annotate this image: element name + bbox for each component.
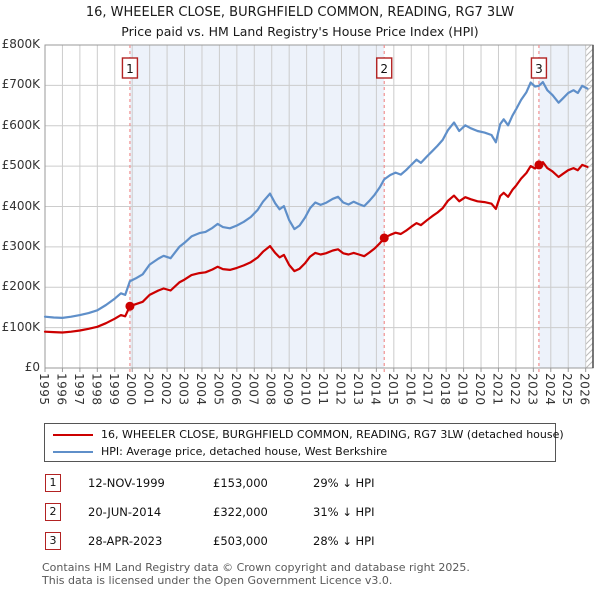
y-axis-label: £700K [1, 77, 40, 92]
x-axis-label: 2017 [420, 373, 435, 406]
chart-title: 16, WHEELER CLOSE, BURGHFIELD COMMON, RE… [85, 5, 515, 20]
y-axis-label: £800K [1, 37, 40, 51]
legend-entry-hpi: HPI: Average price, detached house, West… [45, 443, 555, 461]
y-axis-label: £200K [1, 279, 40, 294]
x-axis-label: 2013 [350, 373, 365, 406]
copyright-line: Contains HM Land Registry data © Crown c… [42, 561, 470, 574]
transaction-number-badge: 2 [45, 503, 61, 521]
y-axis-label: £500K [1, 158, 40, 173]
x-axis-label: 2024 [542, 373, 557, 406]
sale-marker-number: 3 [535, 62, 543, 76]
x-axis-label: 2015 [385, 373, 400, 406]
transaction-hpi-diff: 28% ↓ HPI [313, 534, 375, 548]
x-axis-label: 2014 [368, 373, 383, 406]
x-axis-label: 1997 [71, 373, 86, 406]
sale-marker-number: 1 [126, 62, 134, 76]
sale-marker-dot-3[interactable] [534, 160, 544, 170]
sale-marker-dot-2[interactable] [379, 233, 389, 243]
transaction-date: 28-APR-2023 [88, 534, 163, 548]
transaction-number-badge: 3 [45, 532, 61, 550]
x-axis-label: 2020 [473, 373, 488, 406]
x-axis-label: 2022 [507, 373, 522, 406]
x-axis-label: 1995 [37, 373, 51, 406]
legend-box: 16, WHEELER CLOSE, BURGHFIELD COMMON, RE… [44, 423, 564, 462]
transaction-price: £322,000 [213, 505, 268, 519]
x-axis-label: 2023 [525, 373, 540, 406]
x-axis-label: 2003 [176, 373, 191, 406]
hpi-line-swatch [53, 451, 93, 453]
licence-line: This data is licensed under the Open Gov… [42, 574, 393, 587]
transaction-price: £153,000 [213, 476, 268, 490]
x-axis-label: 2025 [560, 373, 575, 406]
transaction-row: 2 20-JUN-2014 £322,000 31% ↓ HPI [0, 503, 600, 523]
x-axis-label: 2019 [455, 373, 470, 406]
transaction-date: 12-NOV-1999 [88, 476, 165, 490]
y-axis-label: £400K [1, 198, 40, 213]
legend-entry-price-paid: 16, WHEELER CLOSE, BURGHFIELD COMMON, RE… [45, 426, 564, 444]
transaction-price: £503,000 [213, 534, 268, 548]
hpi-line [43, 80, 589, 319]
x-axis-label: 2016 [403, 373, 418, 406]
sale-marker-box-1[interactable] [121, 57, 139, 79]
sale-marker-number: 2 [380, 62, 388, 76]
sale-marker-box-2[interactable] [376, 57, 393, 79]
transaction-hpi-diff: 29% ↓ HPI [313, 476, 375, 490]
x-axis-label: 2002 [159, 373, 174, 406]
transaction-row: 1 12-NOV-1999 £153,000 29% ↓ HPI [0, 474, 600, 494]
x-axis-label: 2004 [193, 373, 208, 406]
x-axis-label: 2012 [333, 373, 348, 406]
y-axis-label: £300K [1, 238, 40, 253]
x-axis-label: 2021 [490, 373, 505, 406]
transaction-date: 20-JUN-2014 [88, 505, 162, 519]
y-axis-label: £600K [1, 117, 40, 132]
transaction-row: 3 28-APR-2023 £503,000 28% ↓ HPI [0, 532, 600, 552]
transaction-hpi-diff: 31% ↓ HPI [313, 505, 375, 519]
legend-label: 16, WHEELER CLOSE, BURGHFIELD COMMON, RE… [101, 428, 564, 441]
x-axis-label: 2009 [281, 373, 296, 406]
x-axis-label: 2010 [298, 373, 313, 406]
x-axis-label: 1996 [54, 373, 69, 406]
x-axis-label: 2007 [246, 373, 261, 406]
x-axis-label: 2001 [141, 373, 156, 406]
transaction-number-badge: 1 [45, 474, 61, 492]
y-axis-label: £100K [1, 319, 40, 334]
x-axis-label: 2008 [263, 373, 278, 406]
x-axis-label: 2011 [316, 373, 331, 406]
sale-marker-box-3[interactable] [530, 57, 548, 79]
x-axis-label: 1999 [106, 373, 121, 406]
legend-label: HPI: Average price, detached house, West… [101, 445, 388, 458]
x-axis-label: 1998 [89, 373, 104, 406]
x-axis-label: 2000 [124, 373, 139, 406]
x-axis-label: 2005 [211, 373, 226, 406]
price-line-swatch [53, 434, 93, 436]
x-axis-label: 2026 [577, 373, 592, 406]
y-axis-label: £0 [24, 360, 40, 374]
x-axis-label: 2018 [438, 373, 453, 406]
x-axis-label: 2006 [228, 373, 243, 406]
price-paid-line [43, 161, 589, 334]
sale-marker-dot-1[interactable] [125, 301, 135, 311]
chart-subtitle: Price paid vs. HM Land Registry's House … [121, 24, 479, 39]
